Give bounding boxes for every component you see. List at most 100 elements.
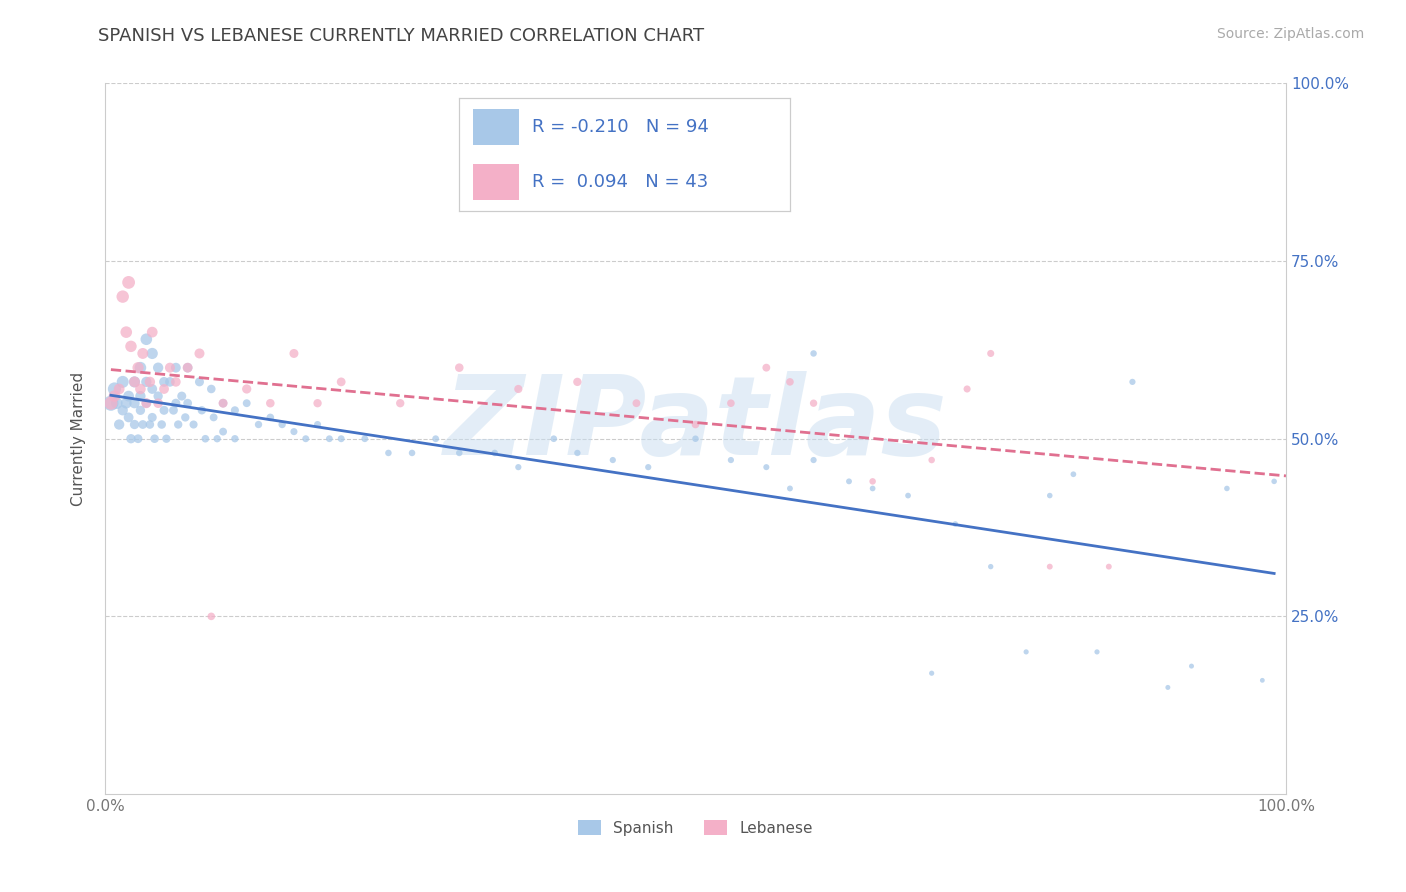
Point <box>921 453 943 467</box>
Point <box>897 489 920 503</box>
Text: SPANISH VS LEBANESE CURRENTLY MARRIED CORRELATION CHART: SPANISH VS LEBANESE CURRENTLY MARRIED CO… <box>98 27 704 45</box>
Point <box>567 446 589 460</box>
Point <box>124 417 146 432</box>
Point <box>176 360 198 375</box>
Point <box>135 332 157 346</box>
Point <box>1015 645 1038 659</box>
Point <box>162 403 184 417</box>
Point <box>484 446 506 460</box>
Point <box>124 375 146 389</box>
Text: ZIPatlas: ZIPatlas <box>444 371 948 478</box>
Point <box>135 396 157 410</box>
Point <box>135 375 157 389</box>
Point <box>980 559 1002 574</box>
Point <box>307 417 329 432</box>
Point <box>200 609 222 624</box>
Point <box>838 475 860 489</box>
Point <box>103 382 125 396</box>
Point <box>129 360 152 375</box>
Point <box>401 446 423 460</box>
Point <box>108 417 131 432</box>
Point <box>921 666 943 681</box>
Point <box>720 453 742 467</box>
Point <box>224 403 246 417</box>
Point <box>543 432 565 446</box>
Point <box>183 417 205 432</box>
Point <box>862 482 884 496</box>
Point <box>194 432 217 446</box>
Point <box>449 446 471 460</box>
Point <box>1251 673 1274 688</box>
Point <box>318 432 340 446</box>
Point <box>212 425 235 439</box>
Point <box>1085 645 1108 659</box>
Point <box>120 339 142 353</box>
Point <box>803 396 825 410</box>
Point <box>155 432 177 446</box>
Point <box>129 389 152 403</box>
Point <box>212 396 235 410</box>
Point <box>943 516 966 531</box>
Point <box>980 346 1002 360</box>
Point <box>176 360 198 375</box>
Point <box>141 382 163 396</box>
Point <box>685 417 707 432</box>
Point <box>779 482 801 496</box>
Point <box>602 453 624 467</box>
Point <box>1263 475 1285 489</box>
Point <box>139 417 162 432</box>
Point <box>115 396 138 410</box>
Point <box>1062 467 1084 482</box>
Legend: Spanish, Lebanese: Spanish, Lebanese <box>571 812 821 843</box>
Point <box>159 360 181 375</box>
Point <box>146 360 169 375</box>
Point <box>449 360 471 375</box>
Point <box>271 417 294 432</box>
Point <box>129 403 152 417</box>
Point <box>235 396 257 410</box>
Point <box>330 432 353 446</box>
Point <box>200 382 222 396</box>
Point <box>103 389 125 403</box>
Point <box>170 389 193 403</box>
Point <box>567 375 589 389</box>
Point <box>259 396 281 410</box>
Point <box>1039 489 1062 503</box>
Point <box>755 460 778 475</box>
Point <box>111 403 134 417</box>
Point <box>115 325 138 339</box>
Text: Source: ZipAtlas.com: Source: ZipAtlas.com <box>1216 27 1364 41</box>
Point <box>153 403 176 417</box>
Point <box>143 432 166 446</box>
Point <box>1180 659 1202 673</box>
Point <box>283 425 305 439</box>
Point <box>803 346 825 360</box>
Point <box>1157 681 1180 695</box>
Point <box>1039 559 1062 574</box>
Point <box>132 417 155 432</box>
Point <box>127 432 149 446</box>
Point <box>146 396 169 410</box>
Point <box>188 346 211 360</box>
Point <box>100 396 122 410</box>
Point <box>117 410 139 425</box>
Point <box>176 396 198 410</box>
Point <box>108 382 131 396</box>
Point <box>862 475 884 489</box>
Point <box>247 417 270 432</box>
Point <box>165 375 187 389</box>
Point <box>111 375 134 389</box>
Point <box>174 410 197 425</box>
Point <box>330 375 353 389</box>
Point <box>124 396 146 410</box>
Point <box>1216 482 1239 496</box>
Point <box>956 382 979 396</box>
Point <box>508 382 530 396</box>
Point <box>117 276 139 290</box>
Point <box>425 432 447 446</box>
Point <box>129 382 152 396</box>
Point <box>389 396 412 410</box>
Point <box>803 453 825 467</box>
Point <box>307 396 329 410</box>
Point <box>141 346 163 360</box>
